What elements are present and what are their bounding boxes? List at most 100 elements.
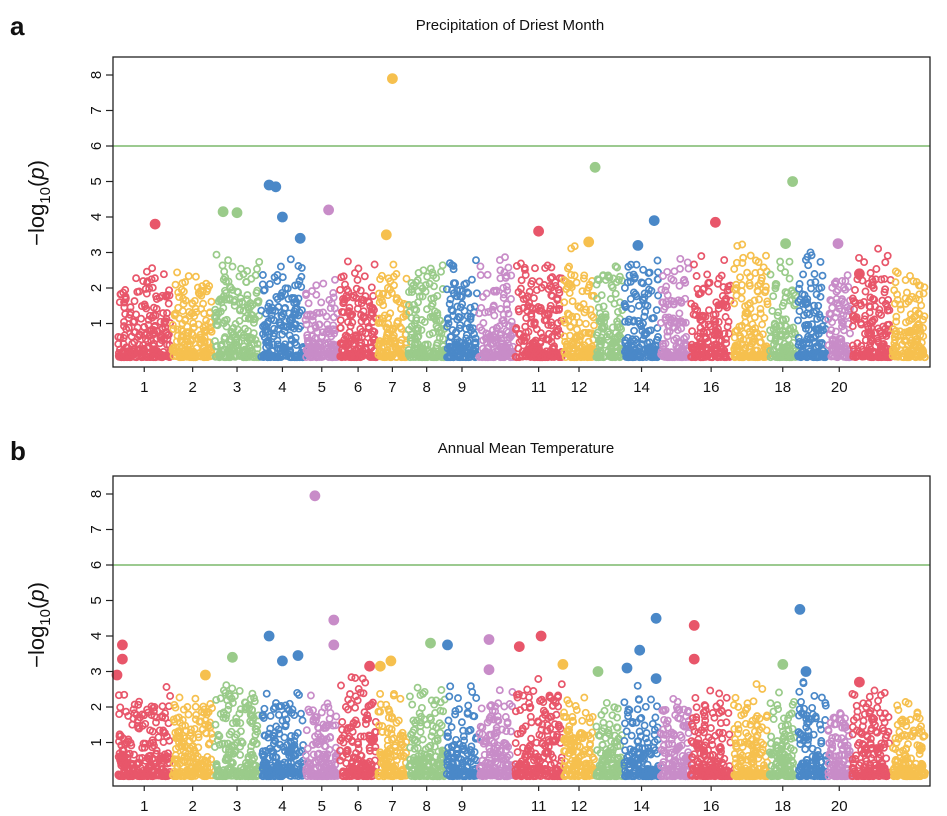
panel-a-snp-point: [155, 339, 164, 348]
panel-a-snp-point: [273, 340, 282, 349]
panel-a-snp-point: [730, 265, 739, 273]
panel-a-snp-point: [737, 287, 746, 296]
panel-a-snp-point: [563, 309, 572, 318]
panel-b-snp-point: [472, 694, 481, 702]
panel-a-snp-point: [418, 292, 427, 301]
panel-a-snp-point: [520, 263, 529, 272]
panel-a-chromosome-19-snps: [794, 248, 831, 362]
panel-a-snp-point: [149, 303, 158, 312]
panel-a-snp-point: [436, 326, 445, 335]
panel-a-snp-point: [476, 271, 485, 280]
panel-a-snp-point: [303, 350, 312, 358]
panel-a-snp-point: [593, 294, 602, 303]
panel-a-snp-point: [818, 271, 827, 280]
panel-a-snp-point: [171, 280, 180, 289]
panel-a-snp-point: [680, 275, 689, 284]
panel-a-snp-point: [631, 335, 640, 344]
panel-a-chromosome-18-snps: [766, 257, 800, 362]
panel-a-snp-point: [760, 313, 769, 322]
panel-a-top-snp-point: [854, 268, 865, 280]
panel-a-snp-point: [122, 343, 131, 352]
panel-a-snp-point: [482, 289, 491, 298]
panel-a-snp-point: [329, 350, 338, 359]
panel-b-chromosome-5-snps: [302, 691, 342, 781]
panel-a-snp-point: [276, 262, 285, 271]
panel-a-snp-point: [559, 315, 568, 324]
panel-a-snp-point: [270, 324, 279, 333]
panel-b-snp-point: [116, 703, 125, 712]
panel-a-y-tick-label: 3: [88, 248, 105, 256]
panel-a-snp-point: [502, 282, 511, 291]
panel-a-snp-point: [720, 256, 729, 265]
panel-a-snp-point: [776, 264, 785, 272]
panel-a-snp-point: [286, 321, 294, 330]
panel-a-snp-point: [423, 272, 432, 281]
panel-a-snp-point: [599, 302, 608, 311]
panel-a-snp-point: [663, 332, 672, 341]
panel-a-snp-point: [281, 346, 290, 355]
panel-a-snp-point: [130, 345, 138, 354]
panel-a-snp-point: [638, 295, 647, 304]
panel-a-snp-point: [501, 253, 509, 262]
panel-a-chromosome-20-snps: [824, 271, 854, 362]
panel-a-snp-point: [553, 296, 562, 304]
panel-a-snp-point: [603, 328, 612, 337]
panel-a-snp-point: [443, 322, 452, 331]
panel-a-snp-point: [399, 312, 408, 321]
panel-a-snp-point: [350, 291, 359, 300]
panel-a-chromosome-22-snps: [888, 267, 929, 362]
panel-a-snp-point: [485, 350, 494, 359]
panel-a-snp-point: [226, 283, 235, 292]
panel-b-snp-point: [396, 694, 405, 703]
panel-a-snp-point: [290, 353, 299, 362]
panel-a-snp-point: [512, 353, 521, 362]
panel-a-snp-point: [648, 314, 657, 323]
panel-a-snp-point: [130, 297, 139, 306]
panel-a-snp-point: [642, 348, 651, 356]
panel-a-snp-point: [412, 278, 421, 287]
panel-b-snp-point: [457, 718, 466, 727]
panel-a-snp-point: [148, 313, 157, 322]
panel-a-snp-point: [221, 333, 229, 342]
panel-a-snp-point: [179, 287, 188, 296]
panel-a-snp-point: [249, 315, 258, 324]
panel-a-snp-point: [132, 274, 141, 283]
panel-a-snp-point: [140, 323, 149, 331]
panel-a-snp-point: [402, 338, 411, 347]
panel-a-snp-point: [662, 282, 671, 291]
panel-a-snp-point: [445, 299, 454, 308]
panel-a-snp-point: [629, 288, 638, 297]
panel-a-snp-point: [446, 332, 455, 341]
panel-a-snp-point: [548, 273, 557, 282]
panel-a-top-snp-point: [231, 207, 243, 219]
panel-a-snp-point: [532, 286, 541, 295]
panel-a-chromosome-6-snps: [336, 257, 381, 362]
panel-a-snp-point: [278, 313, 287, 322]
panel-a-snp-point: [621, 317, 630, 326]
panel-a-snp-point: [148, 346, 157, 355]
panel-a-snp-point: [681, 318, 690, 327]
panel-a-snp-point: [530, 318, 539, 327]
panel-a-y-tick-label: 5: [88, 177, 105, 185]
panel-a-snp-point: [345, 303, 354, 312]
panel-a-snp-point: [690, 260, 698, 269]
panel-a-snp-point: [596, 337, 605, 346]
panel-a-snp-point: [395, 345, 403, 354]
panel-a-snp-point: [524, 351, 533, 360]
panel-a-snp-point: [250, 340, 258, 348]
panel-a-snp-point: [637, 340, 646, 349]
panel-a-snp-point: [286, 316, 295, 325]
panel-a-snp-point: [669, 300, 678, 309]
panel-b-snp-point: [235, 686, 244, 695]
panel-a-snp-point: [386, 352, 395, 361]
panel-b-snp-point: [158, 702, 167, 711]
panel-a-snp-point: [570, 242, 579, 251]
panel-a-snp-point: [228, 262, 237, 271]
panel-a-top-snp-point: [323, 204, 335, 216]
panel-a-snp-point: [497, 336, 506, 345]
panel-a-snp-point: [224, 256, 233, 265]
panel-a-snp-point: [530, 339, 539, 347]
panel-a-snp-point: [652, 306, 661, 315]
panel-a-snp-point: [526, 319, 535, 328]
panel-a-snp-point: [211, 313, 219, 321]
